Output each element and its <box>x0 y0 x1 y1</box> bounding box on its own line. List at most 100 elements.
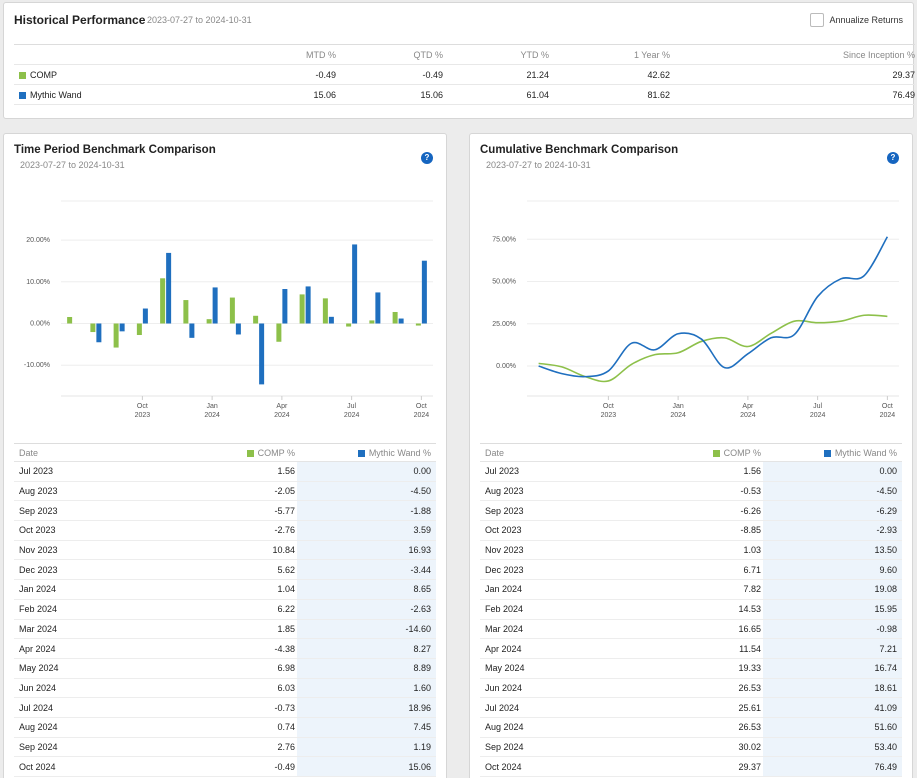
table-row: Sep 2023 -5.77 -1.88 <box>14 500 436 522</box>
mw-mtd: 15.06 <box>144 84 336 105</box>
bar-mythic-wand <box>375 292 381 324</box>
header-mythic-wand: Mythic Wand % <box>763 443 902 462</box>
table-row: Nov 2023 10.84 16.93 <box>14 540 436 561</box>
annualize-returns-toggle[interactable]: Annualize Returns <box>810 13 903 27</box>
historical-performance-table: MTD % QTD % YTD % 1 Year % Since Incepti… <box>14 44 915 105</box>
row-mythic-wand-value: -14.60 <box>297 619 436 640</box>
row-comp-value: -0.49 <box>164 756 297 777</box>
row-date: Sep 2023 <box>14 500 164 522</box>
row-comp-value: 6.22 <box>164 599 297 620</box>
row-comp-value: -0.73 <box>164 697 297 718</box>
row-comp-value: 2.76 <box>164 737 297 758</box>
row-date: Oct 2023 <box>480 520 630 541</box>
bar-comp <box>415 323 421 326</box>
row-comp-value: 25.61 <box>630 697 763 718</box>
row-date: Feb 2024 <box>14 599 164 620</box>
table-row: Sep 2024 2.76 1.19 <box>14 737 436 758</box>
row-mythic-wand-value: -2.93 <box>763 520 902 541</box>
x-tick-year: 2024 <box>810 412 826 419</box>
row-mythic-wand-value: 15.06 <box>297 756 436 777</box>
row-comp-value: -2.76 <box>164 520 297 541</box>
help-icon[interactable]: ? <box>887 152 899 164</box>
row-mythic-wand-value: 0.00 <box>297 461 436 482</box>
row-mythic-wand-value: 0.00 <box>763 461 902 482</box>
row-date: Mar 2024 <box>14 619 164 640</box>
annualize-checkbox[interactable] <box>810 13 825 27</box>
table-row: Mar 2024 1.85 -14.60 <box>14 619 436 640</box>
bar-mythic-wand <box>398 318 404 324</box>
y-tick-label: 50.00% <box>492 279 516 286</box>
x-tick-label: Oct <box>882 403 893 410</box>
x-tick-label: Oct <box>603 403 614 410</box>
bar-comp <box>90 323 96 333</box>
x-tick-year: 2024 <box>880 412 896 419</box>
row-mythic-wand-value: 1.19 <box>297 737 436 758</box>
header-mtd: MTD % <box>144 44 336 65</box>
row-date: Jul 2024 <box>480 697 630 718</box>
row-date: Dec 2023 <box>14 559 164 581</box>
bar-comp <box>136 323 142 336</box>
table-row: Oct 2023 -8.85 -2.93 <box>480 520 902 541</box>
header-1year: 1 Year % <box>549 44 670 65</box>
row-date: Jan 2024 <box>480 579 630 600</box>
row-date: May 2024 <box>14 658 164 679</box>
bar-comp <box>392 311 398 324</box>
row-comp-value: 1.03 <box>630 540 763 561</box>
bar-comp <box>299 294 305 324</box>
bar-comp <box>160 278 166 324</box>
row-date: Oct 2024 <box>480 756 630 777</box>
row-date: Sep 2024 <box>14 737 164 758</box>
row-comp-value: 10.84 <box>164 540 297 561</box>
x-tick-year: 2024 <box>740 412 756 419</box>
bar-mythic-wand <box>166 252 172 324</box>
row-comp-value: 11.54 <box>630 638 763 659</box>
annualize-label: Annualize Returns <box>829 15 903 25</box>
header-comp: COMP % <box>630 443 763 462</box>
row-comp-value: -8.85 <box>630 520 763 541</box>
line-mythic-wand <box>538 236 889 378</box>
row-mythic-wand-value: 8.65 <box>297 579 436 600</box>
time-period-bar-chart: 20.00% 10.00% 0.00% -10.00% Oct 2023 Jan 2024 Ap… <box>24 200 433 419</box>
historical-performance-card: Historical Performance 2023-07-27 to 202… <box>3 2 915 119</box>
row-comp-value: 7.82 <box>630 579 763 600</box>
row-date: Nov 2023 <box>480 540 630 561</box>
y-tick-label: 75.00% <box>492 236 516 243</box>
table-row: Aug 2023 -0.53 -4.50 <box>480 481 902 502</box>
row-mythic-wand-value: -3.44 <box>297 559 436 581</box>
x-tick-year: 2023 <box>135 412 151 419</box>
header-mythic-wand: Mythic Wand % <box>297 443 436 462</box>
bar-comp <box>346 323 352 327</box>
row-mythic-wand-value: 19.08 <box>763 579 902 600</box>
row-date: Jun 2024 <box>480 678 630 699</box>
table-header-row: Date COMP % Mythic Wand % <box>480 443 902 462</box>
table-row: Feb 2024 6.22 -2.63 <box>14 599 436 620</box>
table-row: Apr 2024 11.54 7.21 <box>480 638 902 659</box>
row-mythic-wand-value: 18.61 <box>763 678 902 699</box>
mw-1year: 81.62 <box>549 84 670 105</box>
row-date: May 2024 <box>480 658 630 679</box>
time-period-range: 2023-07-27 to 2024-10-31 <box>20 160 125 170</box>
time-period-table: Date COMP % Mythic Wand % Jul 2023 1.56 0.… <box>14 443 436 777</box>
table-row: Jul 2024 -0.73 18.96 <box>14 697 436 718</box>
row-mythic-wand-value: 16.93 <box>297 540 436 561</box>
cumulative-title: Cumulative Benchmark Comparison <box>480 144 679 156</box>
row-comp-value: 30.02 <box>630 737 763 758</box>
table-row: Oct 2024 -0.49 15.06 <box>14 756 436 777</box>
bar-mythic-wand <box>235 323 241 335</box>
row-date: Aug 2023 <box>480 481 630 502</box>
header-name <box>14 44 144 65</box>
row-comp-value: 14.53 <box>630 599 763 620</box>
x-tick-label: Jul <box>813 403 822 410</box>
row-date: Jul 2024 <box>14 697 164 718</box>
table-row: Aug 2024 0.74 7.45 <box>14 717 436 738</box>
comp-ytd: 21.24 <box>443 64 549 85</box>
row-date: Feb 2024 <box>480 599 630 620</box>
row-mythic-wand-value: 15.95 <box>763 599 902 620</box>
bar-comp <box>229 297 235 324</box>
x-tick-year: 2023 <box>601 412 617 419</box>
x-tick-year: 2024 <box>414 412 430 419</box>
row-mythic-wand-value: 13.50 <box>763 540 902 561</box>
help-icon[interactable]: ? <box>421 152 433 164</box>
y-tick-label: 25.00% <box>492 321 516 328</box>
bar-comp <box>253 315 259 324</box>
